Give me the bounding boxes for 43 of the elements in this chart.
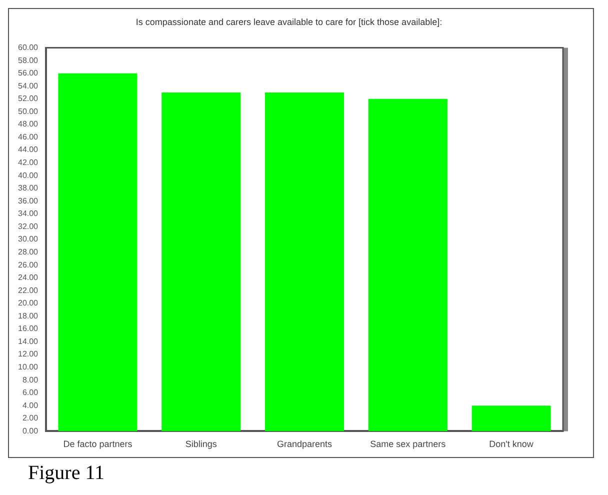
y-tick-label: 54.00 (18, 81, 39, 90)
y-tick-label: 22.00 (18, 286, 39, 295)
y-tick-label: 24.00 (18, 273, 39, 282)
bar (472, 406, 551, 432)
x-tick-label: Don't know (489, 439, 534, 450)
y-tick-label: 6.00 (22, 388, 39, 398)
x-tick-label: Grandparents (276, 439, 333, 450)
y-tick-label: 40.00 (18, 170, 39, 180)
bar (368, 98, 448, 432)
x-tick-label: Same sex partners (370, 439, 446, 450)
y-tick-label: 50.00 (18, 106, 39, 116)
y-tick-label: 58.00 (18, 56, 39, 65)
y-tick-label: 12.00 (18, 350, 39, 359)
y-tick-label: 34.00 (18, 209, 39, 218)
y-tick-label: 4.00 (22, 400, 39, 410)
y-tick-label: 52.00 (18, 94, 39, 104)
y-tick-label: 14.00 (18, 336, 39, 346)
y-tick-label: 32.00 (18, 222, 39, 231)
bar (162, 92, 241, 432)
y-tick-label: 18.00 (18, 311, 39, 320)
y-tick-label: 2.00 (22, 414, 39, 423)
y-tick-label: 16.00 (18, 324, 39, 334)
y-tick-label: 36.00 (18, 196, 39, 206)
y-tick-label: 30.00 (18, 234, 39, 244)
bar (58, 73, 138, 432)
y-tick-label: 56.00 (18, 68, 39, 78)
y-tick-label: 28.00 (18, 247, 39, 256)
x-tick-label: Siblings (185, 439, 218, 450)
y-tick-label: 44.00 (18, 145, 39, 154)
y-tick-label: 26.00 (18, 260, 39, 270)
y-tick-label: 42.00 (18, 158, 39, 168)
x-tick-label: De facto partners (63, 439, 133, 450)
y-tick-label: 8.00 (22, 375, 39, 384)
y-tick-label: 0.00 (22, 426, 39, 436)
chart-title: Is compassionate and carers leave available to care for [tick those available]: (136, 16, 442, 27)
y-tick-label: 20.00 (18, 298, 39, 308)
y-tick-label: 48.00 (18, 120, 39, 129)
bar (264, 92, 344, 432)
y-tick-label: 10.00 (18, 362, 39, 372)
y-tick-label: 38.00 (18, 184, 39, 193)
y-tick-label: 46.00 (18, 132, 39, 142)
caption: Figure 11 (28, 462, 106, 485)
y-tick-label: 60.00 (18, 43, 39, 52)
